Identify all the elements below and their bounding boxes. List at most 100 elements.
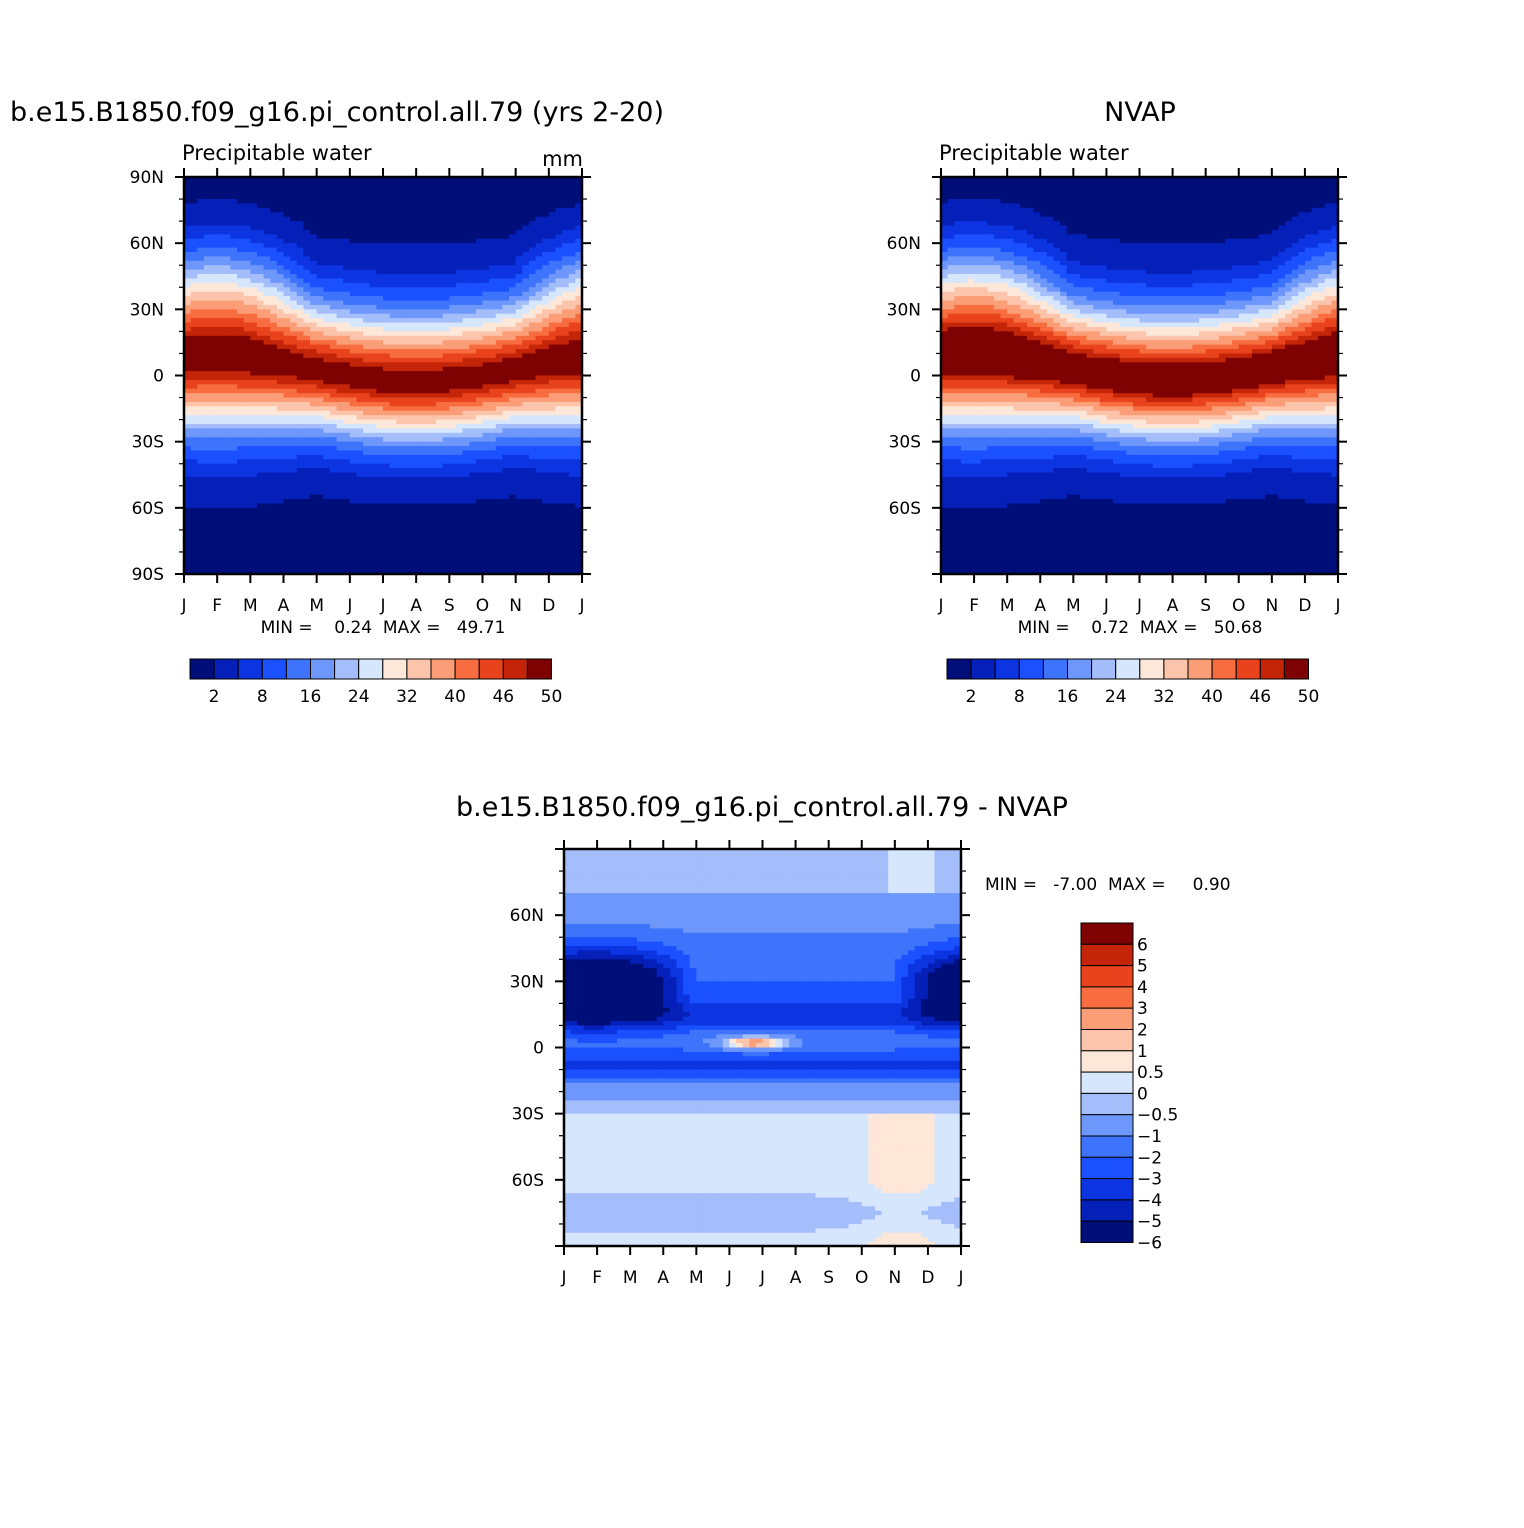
field-cell: [416, 507, 424, 513]
field-cell: [383, 375, 391, 381]
field-cell: [389, 251, 397, 257]
field-cell: [442, 353, 450, 359]
field-cell: [542, 419, 550, 425]
field-cell: [502, 243, 510, 249]
field-cell: [442, 406, 450, 412]
field-cell: [363, 450, 371, 456]
field-cell: [323, 371, 331, 377]
field-cell: [482, 525, 490, 531]
field-cell: [336, 269, 344, 275]
field-cell: [283, 296, 291, 302]
field-cell: [210, 190, 218, 196]
field-cell: [356, 265, 364, 271]
field-cell: [416, 353, 424, 359]
field-cell: [422, 371, 431, 377]
field-cell: [296, 534, 304, 540]
field-cell: [263, 234, 271, 240]
field-cell: [237, 256, 245, 262]
field-cell: [409, 349, 417, 355]
field-cell: [217, 446, 225, 452]
field-cell: [389, 521, 397, 527]
field-cell: [416, 379, 424, 385]
field-cell: [416, 476, 424, 482]
field-cell: [184, 446, 192, 452]
field-cell: [210, 397, 218, 403]
field-cell: [462, 353, 470, 359]
field-cell: [349, 243, 358, 249]
field-cell: [190, 375, 198, 381]
field-cell: [442, 424, 450, 430]
field-cell: [555, 494, 563, 500]
field-cell: [376, 291, 384, 297]
field-cell: [256, 357, 265, 363]
field-cell: [256, 225, 265, 231]
field-cell: [349, 401, 358, 407]
field-cell: [502, 177, 510, 183]
field-cell: [489, 318, 497, 324]
field-cell: [250, 177, 258, 183]
field-cell: [402, 190, 411, 196]
field-cell: [203, 353, 212, 359]
field-cell: [296, 221, 304, 227]
field-cell: [522, 243, 530, 249]
field-cell: [223, 291, 232, 297]
field-cell: [489, 274, 497, 280]
field-cell: [475, 538, 484, 544]
field-cell: [349, 441, 358, 447]
field-cell: [422, 432, 431, 438]
field-cell: [555, 375, 563, 381]
field-cell: [442, 265, 450, 271]
field-cell: [197, 432, 205, 438]
field-cell: [495, 296, 503, 302]
field-cell: [542, 362, 550, 368]
field-cell: [349, 340, 358, 346]
field-cell: [548, 212, 557, 218]
field-cell: [455, 534, 464, 540]
field-cell: [469, 432, 477, 438]
field-cell: [276, 481, 285, 487]
field-cell: [389, 190, 397, 196]
field-cell: [197, 393, 205, 399]
field-cell: [469, 384, 477, 390]
field-cell: [442, 472, 450, 478]
field-cell: [562, 388, 570, 394]
field-cell: [383, 265, 391, 271]
field-cell: [495, 459, 503, 465]
field-cell: [237, 318, 245, 324]
field-cell: [555, 454, 563, 460]
field-cell: [323, 393, 331, 399]
field-cell: [283, 406, 291, 412]
field-cell: [363, 485, 371, 491]
field-cell: [310, 282, 318, 288]
field-cell: [568, 247, 576, 253]
field-cell: [436, 499, 444, 505]
field-cell: [509, 322, 517, 328]
field-cell: [568, 362, 576, 368]
field-cell: [515, 366, 523, 372]
field-cell: [376, 190, 384, 196]
field-cell: [223, 406, 232, 412]
field-cell: [515, 353, 523, 359]
field-cell: [509, 340, 517, 346]
field-cell: [184, 468, 192, 474]
field-cell: [416, 534, 424, 540]
field-cell: [396, 282, 404, 288]
field-cell: [495, 326, 503, 332]
field-cell: [376, 243, 384, 249]
field-cell: [223, 304, 232, 310]
field-cell: [343, 485, 351, 491]
field-cell: [283, 538, 291, 544]
field-cell: [190, 300, 198, 306]
field-cell: [283, 247, 291, 253]
field-cell: [509, 203, 517, 209]
field-cell: [542, 318, 550, 324]
field-cell: [542, 437, 550, 443]
field-cell: [509, 269, 517, 275]
field-cell: [323, 401, 331, 407]
field-cell: [256, 344, 265, 350]
field-cell: [422, 459, 431, 465]
field-cell: [243, 300, 251, 306]
field-cell: [555, 335, 563, 341]
field-cell: [568, 190, 576, 196]
field-cell: [217, 256, 225, 262]
